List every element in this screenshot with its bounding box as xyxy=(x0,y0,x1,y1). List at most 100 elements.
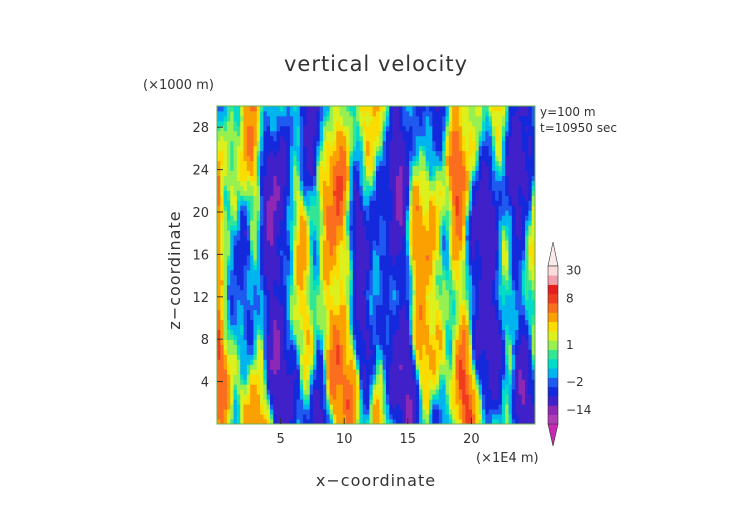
heatmap-cell xyxy=(270,235,274,241)
heatmap-cell xyxy=(273,185,278,191)
heatmap-cell xyxy=(233,369,238,375)
heatmap-cell xyxy=(366,274,370,281)
heatmap-cell xyxy=(521,299,526,306)
heatmap-cell xyxy=(455,205,460,211)
heatmap-cell xyxy=(256,339,261,345)
heatmap-cell xyxy=(442,245,446,251)
heatmap-cell xyxy=(482,309,486,316)
heatmap-cell xyxy=(438,409,443,415)
heatmap-cell xyxy=(293,265,297,271)
heatmap-cell xyxy=(448,289,453,296)
heatmap-cell xyxy=(376,379,380,385)
heatmap-cell xyxy=(458,304,463,311)
heatmap-cell xyxy=(435,200,440,206)
heatmap-cell xyxy=(505,250,509,256)
heatmap-cell xyxy=(415,260,420,266)
heatmap-cell xyxy=(525,304,529,311)
heatmap-cell xyxy=(438,304,443,311)
heatmap-cell xyxy=(435,309,440,316)
heatmap-cell xyxy=(306,215,311,221)
heatmap-cell xyxy=(326,175,331,181)
heatmap-cell xyxy=(352,349,357,355)
heatmap-cell xyxy=(399,279,403,286)
heatmap-cell xyxy=(422,225,427,231)
heatmap-cell xyxy=(462,200,466,206)
heatmap-cell xyxy=(485,334,490,340)
heatmap-cell xyxy=(501,329,506,335)
heatmap-cell xyxy=(356,215,360,221)
heatmap-cell xyxy=(475,260,480,266)
heatmap-cell xyxy=(342,265,347,271)
heatmap-cell xyxy=(309,220,314,226)
heatmap-cell xyxy=(488,195,493,201)
heatmap-cell xyxy=(498,309,503,316)
heatmap-cell xyxy=(458,274,463,281)
heatmap-cell xyxy=(303,190,307,196)
heatmap-cell xyxy=(392,359,397,365)
heatmap-cell xyxy=(392,314,397,321)
heatmap-cell xyxy=(226,255,231,261)
heatmap-cell xyxy=(485,344,490,350)
heatmap-cell xyxy=(286,279,291,286)
heatmap-cell xyxy=(319,399,324,405)
heatmap-cell xyxy=(342,185,347,191)
heatmap-cell xyxy=(332,364,337,370)
heatmap-cell xyxy=(472,230,476,236)
heatmap-cell xyxy=(448,394,453,400)
heatmap-cell xyxy=(465,299,470,306)
heatmap-cell xyxy=(376,289,380,296)
heatmap-cell xyxy=(465,165,470,171)
heatmap-cell xyxy=(478,205,483,211)
heatmap-cell xyxy=(475,384,480,390)
heatmap-cell xyxy=(399,409,403,415)
heatmap-cell xyxy=(366,230,370,236)
heatmap-cell xyxy=(326,274,331,281)
heatmap-cell xyxy=(392,374,397,380)
heatmap-cell xyxy=(452,339,456,345)
heatmap-cell xyxy=(415,240,420,246)
heatmap-cell xyxy=(448,319,453,326)
heatmap-cell xyxy=(518,205,523,211)
heatmap-cell xyxy=(319,309,324,316)
heatmap-cell xyxy=(217,289,221,296)
heatmap-cell xyxy=(236,185,241,191)
heatmap-cell xyxy=(223,265,228,271)
heatmap-cell xyxy=(369,309,374,316)
heatmap-cell xyxy=(356,225,360,231)
heatmap-cell xyxy=(511,349,516,355)
heatmap-cell xyxy=(266,294,271,301)
heatmap-cell xyxy=(313,225,317,231)
heatmap-cell xyxy=(495,384,499,390)
heatmap-cell xyxy=(392,255,397,261)
heatmap-cell xyxy=(339,319,344,326)
heatmap-cell xyxy=(233,260,238,266)
heatmap-cell xyxy=(339,349,344,355)
heatmap-cell xyxy=(270,359,274,365)
heatmap-cell xyxy=(289,354,294,360)
heatmap-cell xyxy=(415,205,420,211)
heatmap-cell xyxy=(521,404,526,410)
heatmap-cell xyxy=(422,279,427,286)
heatmap-cell xyxy=(422,334,427,340)
heatmap-cell xyxy=(246,195,251,201)
heatmap-cell xyxy=(422,339,427,345)
heatmap-cell xyxy=(432,339,437,345)
heatmap-cell xyxy=(475,210,480,216)
heatmap-cell xyxy=(376,245,380,251)
heatmap-cell xyxy=(233,284,238,291)
heatmap-cell xyxy=(336,279,340,286)
heatmap-cell xyxy=(346,404,350,410)
heatmap-cell xyxy=(521,359,526,365)
heatmap-cell xyxy=(495,314,499,321)
heatmap-cell xyxy=(521,170,526,176)
heatmap-cell xyxy=(342,175,347,181)
heatmap-cell xyxy=(445,364,450,370)
heatmap-cell xyxy=(279,220,284,226)
heatmap-cell xyxy=(405,255,410,261)
heatmap-cell xyxy=(296,364,301,370)
heatmap-cell xyxy=(220,165,225,171)
heatmap-cell xyxy=(240,284,244,291)
heatmap-cell xyxy=(263,245,268,251)
heatmap-cell xyxy=(409,334,413,340)
heatmap-cell xyxy=(429,304,433,311)
